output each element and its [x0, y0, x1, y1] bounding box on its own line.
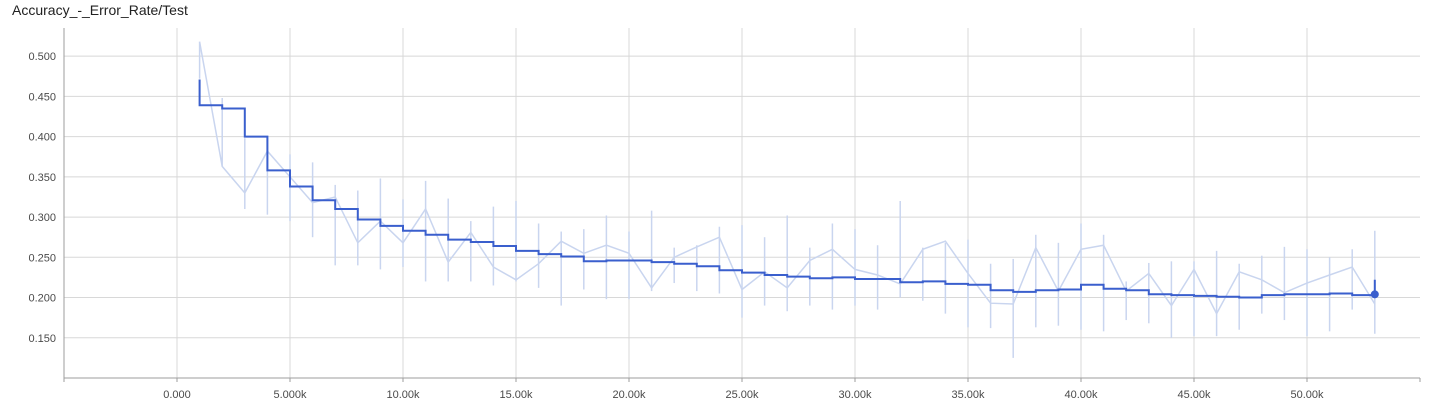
- y-tick-label: 0.200: [28, 293, 56, 305]
- x-tick-label: 45.00k: [1177, 389, 1211, 401]
- axes: [63, 28, 1421, 382]
- y-tick-label: 0.500: [28, 51, 56, 63]
- x-tick-label: 30.00k: [838, 389, 872, 401]
- last-point-marker: [1370, 290, 1379, 299]
- chart-title: Accuracy_-_Error_Rate/Test: [12, 2, 188, 18]
- y-tick-label: 0.350: [28, 172, 56, 184]
- y-tick-label: 0.450: [28, 91, 56, 103]
- y-tick-label: 0.150: [28, 333, 56, 345]
- smoothed-series-line: [198, 79, 1376, 299]
- raw-series: [198, 41, 1376, 358]
- y-tick-label: 0.250: [28, 252, 56, 264]
- y-tick-label: 0.400: [28, 132, 56, 144]
- smoothed-series: [198, 79, 1379, 299]
- x-tick-label: 0.000: [163, 389, 191, 401]
- x-tick-label: 50.00k: [1290, 389, 1324, 401]
- x-tick-label: 15.00k: [499, 389, 533, 401]
- x-tick-label: 10.00k: [386, 389, 420, 401]
- x-tick-label: 25.00k: [725, 389, 759, 401]
- y-tick-label: 0.300: [28, 212, 56, 224]
- x-tick-label: 40.00k: [1064, 389, 1098, 401]
- x-tick-label: 5.000k: [273, 389, 307, 401]
- tick-labels: 0.000 5.000k 10.00k 15.00k 20.00k 25.00k 30.00…: [28, 51, 1324, 401]
- x-tick-label: 20.00k: [612, 389, 646, 401]
- x-tick-label: 35.00k: [951, 389, 985, 401]
